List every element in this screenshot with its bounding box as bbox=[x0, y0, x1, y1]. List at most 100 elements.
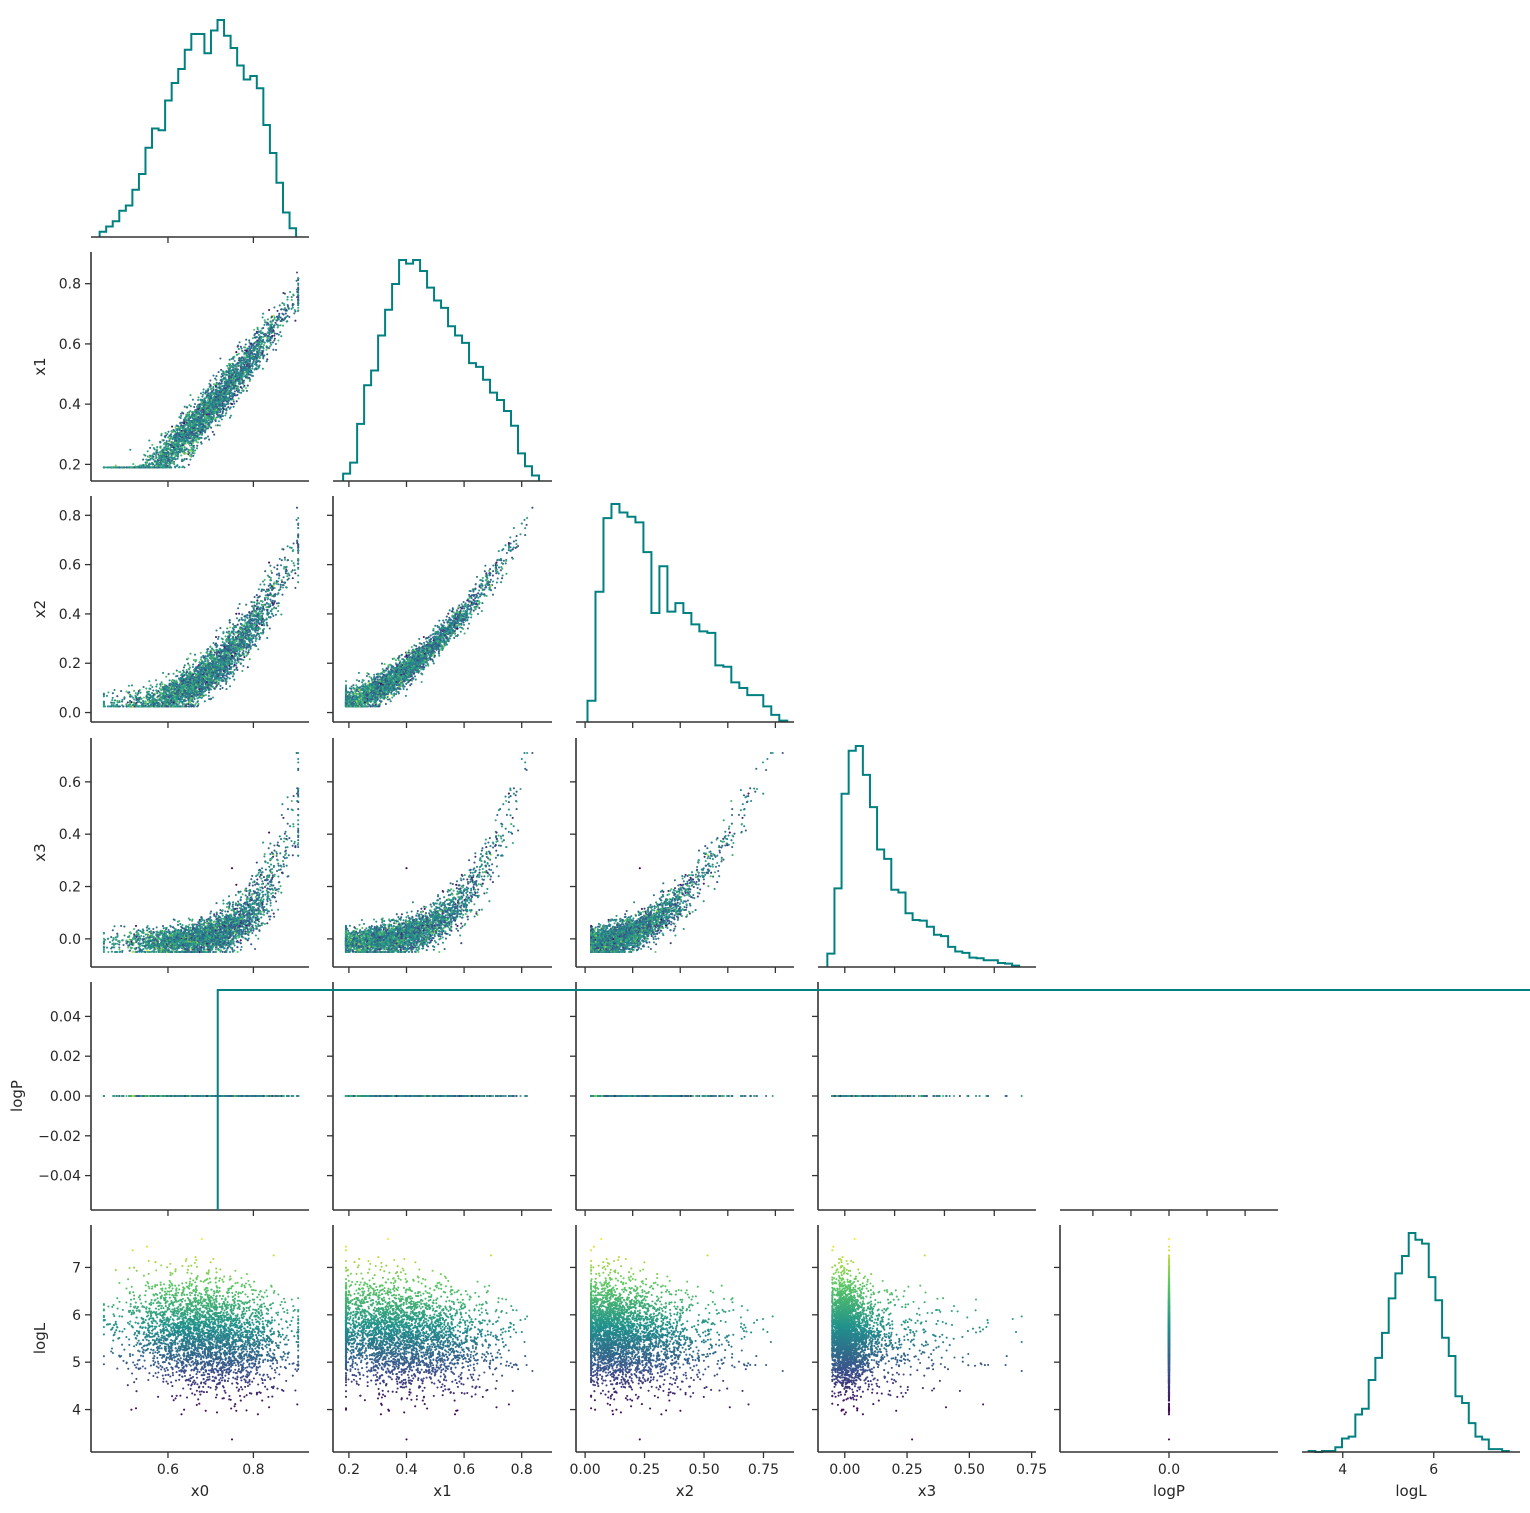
scatter-point bbox=[228, 397, 230, 399]
scatter-point bbox=[113, 466, 115, 468]
scatter-point bbox=[284, 557, 286, 559]
scatter-point bbox=[210, 384, 212, 386]
scatter-point bbox=[266, 346, 268, 348]
scatter-point bbox=[237, 386, 239, 388]
scatter-point bbox=[129, 449, 131, 451]
scatter-point bbox=[202, 426, 204, 428]
scatter-point bbox=[180, 415, 182, 417]
scatter-point bbox=[159, 441, 161, 443]
scatter-point bbox=[216, 386, 218, 388]
scatter-point bbox=[242, 383, 244, 385]
scatter-point bbox=[121, 466, 123, 468]
scatter-point bbox=[168, 438, 170, 440]
scatter-point bbox=[291, 299, 293, 301]
scatter-point bbox=[164, 432, 166, 434]
scatter-point bbox=[217, 409, 219, 411]
scatter-point bbox=[238, 353, 240, 355]
scatter-point bbox=[204, 430, 206, 432]
scatter-point bbox=[282, 325, 284, 327]
scatter-point bbox=[174, 438, 176, 440]
scatter-point bbox=[268, 340, 270, 342]
scatter-point bbox=[189, 455, 191, 457]
scatter-point bbox=[200, 392, 202, 394]
scatter-point bbox=[172, 443, 174, 445]
scatter-point bbox=[214, 378, 216, 380]
scatter-point bbox=[229, 395, 231, 397]
scatter-point bbox=[168, 460, 170, 462]
scatter-point bbox=[256, 354, 258, 356]
scatter-point bbox=[167, 458, 169, 460]
scatter-point bbox=[111, 466, 113, 468]
scatter-point bbox=[220, 398, 222, 400]
scatter-point bbox=[184, 458, 186, 460]
scatter-point bbox=[273, 324, 275, 326]
panel-x1-vs-x0: 0.20.40.60.8x1 bbox=[31, 252, 309, 487]
scatter-point bbox=[193, 406, 195, 408]
scatter-point bbox=[180, 427, 182, 429]
scatter-point bbox=[251, 353, 253, 355]
scatter-point bbox=[171, 457, 173, 459]
scatter-point bbox=[279, 331, 281, 333]
scatter-point bbox=[176, 433, 178, 435]
scatter-point bbox=[232, 392, 234, 394]
scatter-point bbox=[205, 417, 207, 419]
scatter-point bbox=[262, 368, 264, 370]
scatter-point bbox=[256, 361, 258, 363]
scatter-point bbox=[252, 362, 254, 364]
scatter-point bbox=[215, 406, 217, 408]
scatter-point bbox=[118, 466, 120, 468]
scatter-point bbox=[231, 403, 233, 405]
panel-x0-vs-x0 bbox=[91, 20, 309, 243]
scatter-point bbox=[202, 404, 204, 406]
scatter-point bbox=[178, 435, 180, 437]
scatter-point bbox=[165, 465, 167, 467]
scatter-point bbox=[196, 409, 198, 411]
scatter-point bbox=[161, 456, 163, 458]
scatter-point bbox=[187, 432, 189, 434]
scatter-point bbox=[220, 409, 222, 411]
scatter-point bbox=[178, 416, 180, 418]
scatter-point bbox=[201, 401, 203, 403]
scatter-point bbox=[227, 386, 229, 388]
scatter-point bbox=[157, 461, 159, 463]
scatter-point bbox=[249, 365, 251, 367]
scatter-point bbox=[218, 420, 220, 422]
scatter-point bbox=[236, 394, 238, 396]
scatter-point bbox=[228, 370, 230, 372]
scatter-point bbox=[245, 367, 247, 369]
scatter-point bbox=[205, 420, 207, 422]
scatter-point bbox=[212, 375, 214, 377]
scatter-point bbox=[207, 389, 209, 391]
scatter-point bbox=[182, 427, 184, 429]
scatter-point bbox=[255, 337, 257, 339]
scatter-point bbox=[189, 425, 191, 427]
scatter-point bbox=[225, 412, 227, 414]
scatter-point bbox=[168, 448, 170, 450]
scatter-point bbox=[171, 459, 173, 461]
scatter-point bbox=[234, 390, 236, 392]
scatter-point bbox=[221, 373, 223, 375]
scatter-point bbox=[142, 459, 144, 461]
scatter-point bbox=[188, 441, 190, 443]
scatter-point bbox=[215, 399, 217, 401]
scatter-point bbox=[230, 366, 232, 368]
scatter-point bbox=[194, 403, 196, 405]
scatter-point bbox=[253, 329, 255, 331]
scatter-point bbox=[247, 352, 249, 354]
scatter-point bbox=[177, 458, 179, 460]
scatter-point bbox=[189, 459, 191, 461]
scatter-point bbox=[194, 433, 196, 435]
scatter-point bbox=[167, 465, 169, 467]
scatter-point bbox=[168, 444, 170, 446]
scatter-point bbox=[160, 434, 162, 436]
scatter-point bbox=[164, 455, 166, 457]
scatter-point bbox=[218, 397, 220, 399]
scatter-point bbox=[230, 384, 232, 386]
scatter-point bbox=[177, 454, 179, 456]
scatter-point bbox=[240, 370, 242, 372]
scatter-point bbox=[276, 316, 278, 318]
scatter-point bbox=[236, 400, 238, 402]
scatter-point bbox=[186, 414, 188, 416]
scatter-point bbox=[227, 406, 229, 408]
scatter-point bbox=[179, 422, 181, 424]
